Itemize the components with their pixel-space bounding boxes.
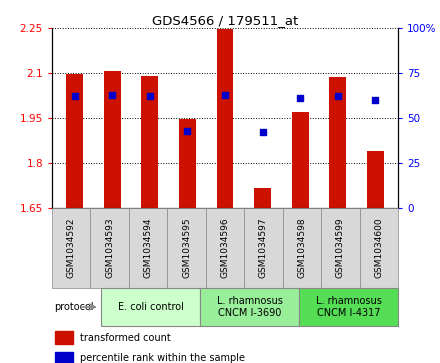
Bar [104,72,121,208]
Bar [167,208,206,288]
Bar [66,74,83,208]
Bar [282,208,321,288]
Bar [129,208,167,288]
Bar [179,119,196,208]
Point [221,92,228,98]
Bar [200,288,299,326]
Point [334,94,341,99]
Point [297,95,304,101]
Point [259,130,266,135]
Bar [141,76,158,208]
Bar [321,208,359,288]
Bar [206,208,244,288]
Text: GSM1034599: GSM1034599 [336,218,345,278]
Text: GSM1034597: GSM1034597 [259,218,268,278]
Text: percentile rank within the sample: percentile rank within the sample [80,354,245,363]
Title: GDS4566 / 179511_at: GDS4566 / 179511_at [152,14,298,27]
Text: transformed count: transformed count [80,333,170,343]
Bar [299,288,398,326]
Bar [216,29,234,208]
Point [71,94,78,99]
Bar [102,288,200,326]
Text: GSM1034600: GSM1034600 [374,218,383,278]
Text: GSM1034596: GSM1034596 [220,218,230,278]
Text: GSM1034594: GSM1034594 [143,218,153,278]
Text: L. rhamnosus
CNCM I-4317: L. rhamnosus CNCM I-4317 [315,296,381,318]
Point [146,94,153,99]
Bar [55,352,73,363]
Text: E. coli control: E. coli control [118,302,184,312]
Bar [254,188,271,208]
Text: GSM1034593: GSM1034593 [105,218,114,278]
Bar [52,208,91,288]
Text: L. rhamnosus
CNCM I-3690: L. rhamnosus CNCM I-3690 [217,296,282,318]
Point [184,128,191,134]
Bar [367,151,384,208]
Bar [359,208,398,288]
Point [372,97,379,103]
Bar [330,77,346,208]
Bar [55,331,73,344]
Text: GSM1034592: GSM1034592 [67,218,76,278]
Text: GSM1034598: GSM1034598 [297,218,306,278]
Bar [244,208,282,288]
Text: GSM1034595: GSM1034595 [182,218,191,278]
Text: protocol: protocol [54,302,93,312]
Bar [292,112,309,208]
Point [109,92,116,98]
Bar [91,208,129,288]
